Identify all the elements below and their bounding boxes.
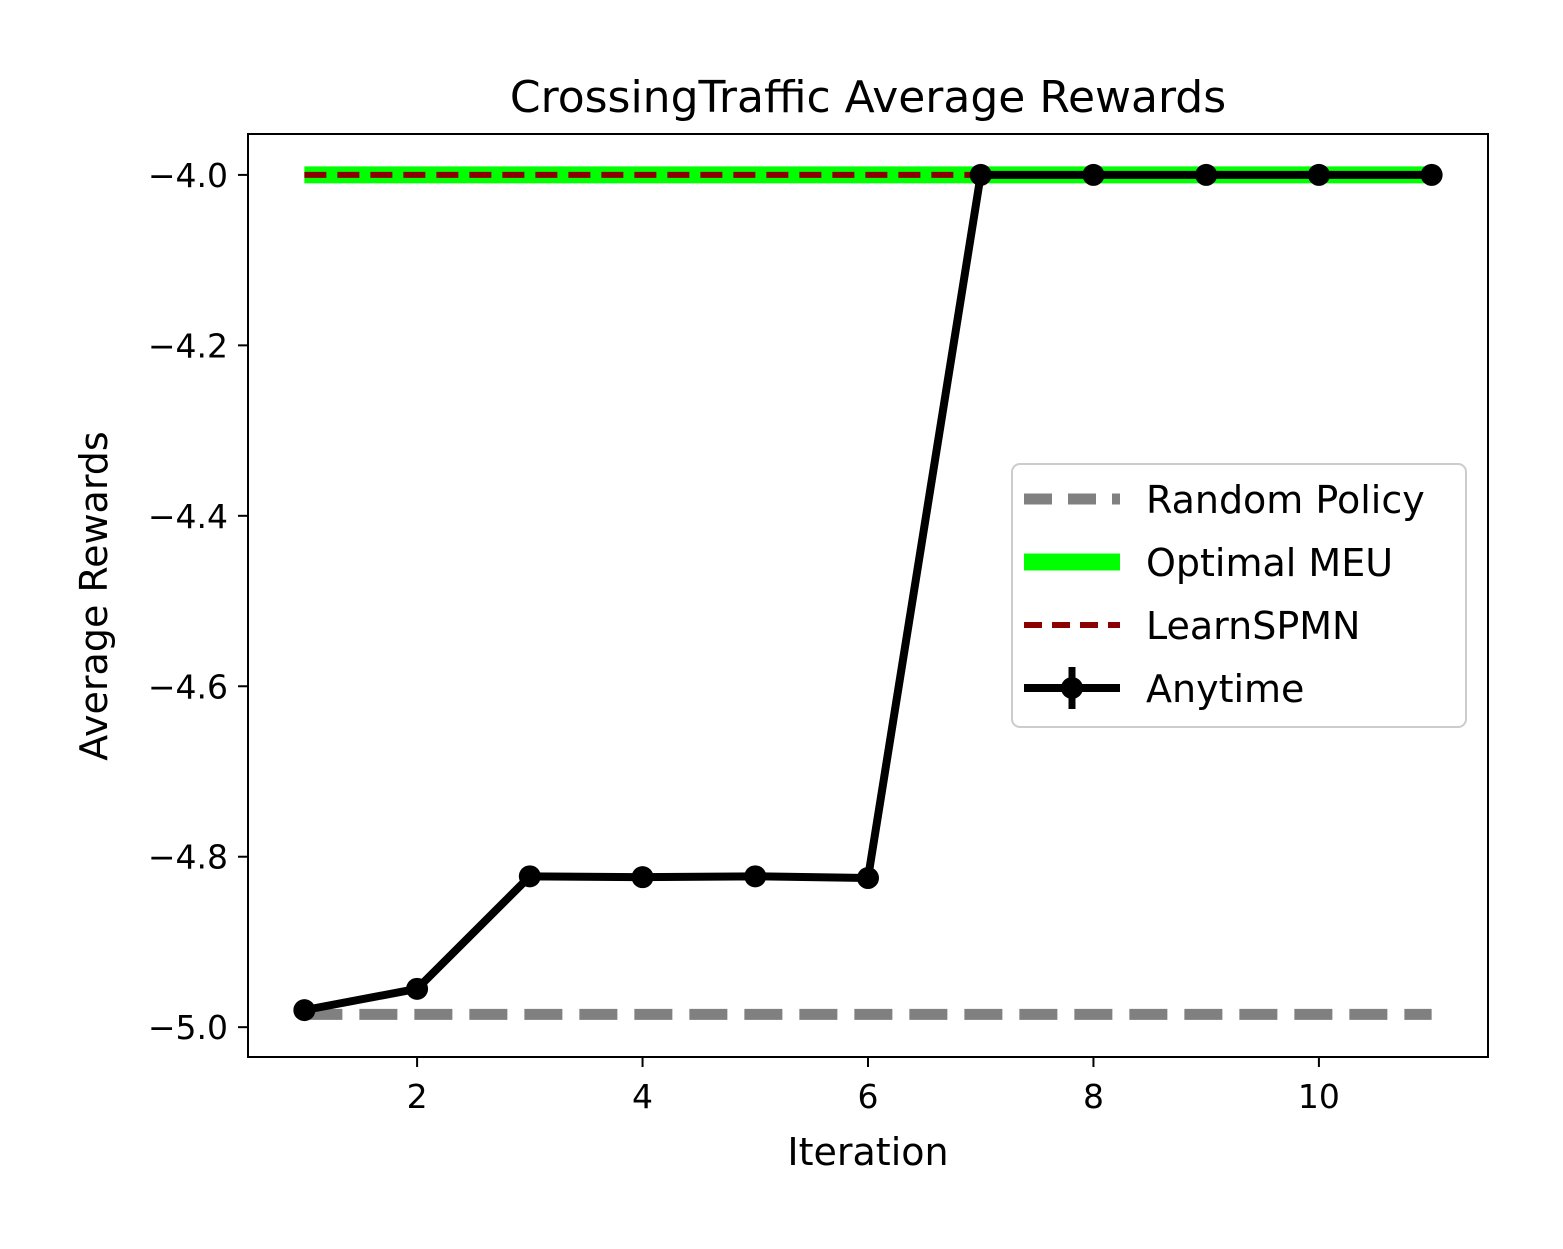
anytime-point	[744, 865, 767, 888]
anytime-point	[1195, 163, 1218, 186]
anytime-point	[293, 999, 316, 1022]
x-tick-label: 2	[407, 1077, 428, 1116]
x-tick-label: 10	[1298, 1077, 1340, 1116]
anytime-point	[1307, 163, 1330, 186]
y-tick-label: −4.4	[148, 497, 228, 536]
anytime-point	[969, 163, 992, 186]
chart-title: CrossingTraffic Average Rewards	[510, 72, 1226, 123]
x-axis-ticks: 2 4 6 8 10	[407, 1057, 1340, 1116]
y-tick-label: −4.8	[148, 838, 228, 877]
y-tick-label: −4.6	[148, 667, 228, 706]
series-layer	[293, 163, 1443, 1022]
x-tick-label: 4	[632, 1077, 653, 1116]
legend-label: Optimal MEU	[1146, 541, 1393, 585]
legend: Random Policy Optimal MEU LearnSPMN Anytime	[1011, 463, 1467, 728]
x-tick-label: 6	[858, 1077, 879, 1116]
x-axis-label: Iteration	[787, 1130, 948, 1174]
anytime-point	[1420, 163, 1443, 186]
legend-entries: Random Policy Optimal MEU LearnSPMN Anytime	[1024, 478, 1425, 711]
legend-label: Random Policy	[1146, 478, 1425, 522]
y-tick-label: −4.0	[148, 156, 228, 195]
x-tick-label: 8	[1083, 1077, 1104, 1116]
y-axis-label: Average Rewards	[72, 431, 116, 760]
legend-label: Anytime	[1146, 667, 1304, 711]
anytime-point	[406, 977, 429, 1000]
anytime-point	[631, 866, 654, 889]
legend-label: LearnSPMN	[1146, 604, 1360, 648]
y-tick-label: −5.0	[148, 1008, 228, 1047]
y-tick-label: −4.2	[148, 326, 228, 365]
anytime-point	[1082, 163, 1105, 186]
anytime-point	[857, 867, 879, 890]
y-axis-ticks: −4.0 −4.2 −4.4 −4.6 −4.8 −5.0	[148, 156, 248, 1047]
legend-box	[1011, 463, 1467, 728]
anytime-point	[518, 865, 541, 888]
